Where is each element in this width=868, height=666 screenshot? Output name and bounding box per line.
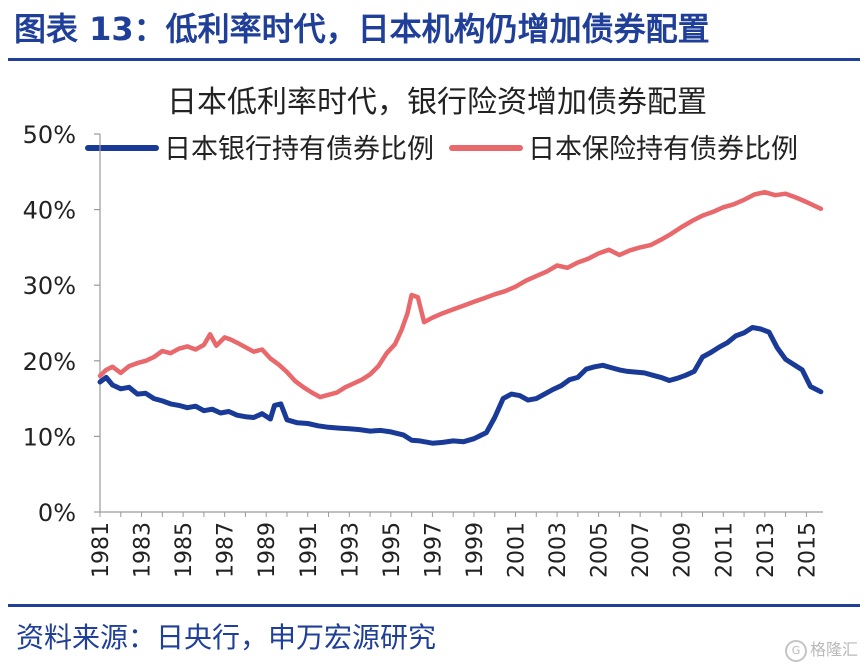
x-tick-label: 2009: [671, 522, 696, 578]
x-tick-label: 2001: [505, 522, 530, 578]
y-tick-label: 0%: [38, 499, 76, 527]
series-line-1: [97, 325, 824, 446]
x-tick-label: 1989: [255, 522, 280, 578]
x-tick-label: 2005: [588, 522, 613, 578]
x-tick-label: 1991: [297, 522, 322, 578]
header-divider: [8, 58, 860, 61]
source-note: 资料来源：日央行，申万宏源研究: [16, 621, 437, 654]
footer-divider: [8, 604, 860, 607]
watermark: G 格隆汇: [784, 636, 858, 662]
watermark-logo-icon: G: [784, 639, 807, 662]
page-title: 图表 13：低利率时代，日本机构仍增加债券配置: [14, 10, 710, 48]
x-tick-label: 1993: [338, 522, 363, 578]
x-tick-label: 2015: [795, 522, 820, 578]
y-tick-label: 30%: [23, 272, 76, 300]
x-tick-label: 2013: [754, 522, 779, 578]
x-tick-label: 1995: [380, 522, 405, 578]
x-tick-label: 1985: [172, 522, 197, 578]
x-axis: 1981 1983 1985 1987 1989 1991 1993 1995 1997 1999…: [89, 511, 823, 578]
x-tick-label: 2011: [712, 522, 737, 578]
x-tick-label: 1981: [89, 522, 114, 578]
x-tick-label: 1997: [421, 522, 446, 578]
x-tick-label: 2003: [546, 522, 571, 578]
legend-label-1: 日本银行持有债券比例: [164, 134, 434, 165]
y-tick-label: 10%: [23, 423, 76, 451]
plot-area: [97, 189, 824, 446]
y-tick-label: 40%: [23, 197, 76, 225]
x-tick-label: 1983: [131, 522, 156, 578]
y-tick-label: 20%: [23, 348, 76, 376]
bond-ratio-line-chart: 日本低利率时代，银行险资增加债券配置 日本银行持有债券比例 日本保险持有债券比例 …: [23, 85, 824, 578]
y-axis: 0% 10% 20% 30% 40% 50%: [23, 121, 101, 527]
chart-legend: 日本银行持有债券比例 日本保险持有债券比例: [85, 134, 798, 165]
legend-label-2: 日本保险持有债券比例: [528, 134, 798, 165]
x-tick-label: 2007: [629, 522, 654, 578]
series-line-2: [97, 189, 824, 400]
x-tick-label: 1999: [463, 522, 488, 578]
chart-title: 日本低利率时代，银行险资增加债券配置: [167, 85, 707, 120]
y-tick-label: 50%: [23, 121, 76, 149]
watermark-text: 格隆汇: [809, 640, 858, 659]
x-tick-label: 1987: [214, 522, 239, 578]
